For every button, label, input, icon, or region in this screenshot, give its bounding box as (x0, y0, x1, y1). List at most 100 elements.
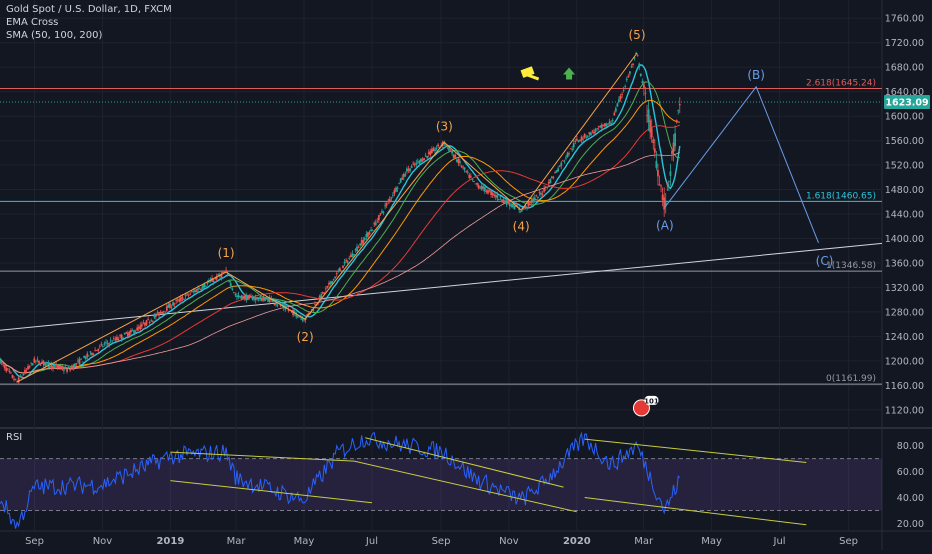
candle-body (73, 363, 76, 367)
y-tick-label: 1240.00 (885, 332, 924, 343)
candle-body (599, 125, 602, 128)
candle-body (340, 270, 343, 272)
candle-body (75, 363, 78, 365)
candle-body (342, 265, 344, 269)
candle-body (558, 165, 561, 167)
candle-body (636, 55, 639, 56)
candle-body (243, 295, 246, 299)
candle-body (24, 370, 26, 373)
candle-body (376, 220, 379, 222)
candle-body (312, 309, 315, 311)
candle-body (268, 297, 271, 303)
candle-body (59, 365, 62, 368)
candle-body (139, 325, 142, 330)
candle-body (524, 205, 527, 209)
last-price-label: 1623.09 (885, 97, 928, 108)
flag-icon (632, 399, 650, 417)
candle-body (607, 123, 609, 125)
candle-body (565, 157, 567, 159)
candle-body (56, 365, 59, 368)
candle-body (164, 311, 167, 313)
candle-body (381, 211, 383, 213)
candle-body (295, 312, 298, 317)
candle-body (335, 273, 338, 275)
candle-body (535, 195, 538, 197)
indicator-ema-cross[interactable]: EMA Cross (6, 17, 59, 28)
impulse-wave-line (16, 52, 638, 383)
candle-body (675, 119, 678, 123)
candle-body (193, 290, 196, 292)
candle-body (404, 174, 407, 176)
candle-body (588, 132, 591, 135)
candle-body (84, 356, 87, 360)
fib-levels: 2.618(1645.24) 1.618(1460.65) 1(1346.58) 0(… (0, 78, 883, 385)
candle-body (337, 271, 340, 272)
ema-slow-line (0, 81, 680, 374)
candle-body (554, 172, 556, 174)
candle-body (494, 195, 497, 197)
candle-body (373, 223, 376, 225)
candle-body (580, 136, 583, 141)
candle-body (508, 202, 511, 207)
candle-body (357, 247, 360, 249)
candle-body (39, 364, 42, 366)
candle-body (30, 362, 33, 364)
candle-body (306, 314, 309, 317)
chart-legend: Gold Spot / U.S. Dollar, 1D, FXCM EMA Cr… (6, 3, 172, 42)
wave-label: (3) (436, 119, 453, 133)
symbol-title: Gold Spot / U.S. Dollar, 1D, FXCM (6, 4, 172, 15)
candle-body (446, 145, 449, 147)
candle-body (83, 356, 86, 358)
candle-body (608, 121, 611, 124)
fib-label: 0(1161.99) (826, 374, 876, 384)
candle-body (77, 360, 79, 362)
candle-body (276, 304, 279, 306)
candle-body (561, 160, 564, 162)
candle-body (669, 171, 672, 176)
candle-body (92, 353, 95, 355)
candle-body (183, 299, 185, 301)
candle-body (568, 153, 570, 155)
candle-body (353, 253, 355, 256)
candle-body (215, 276, 218, 280)
candle-body (114, 339, 117, 341)
candle-body (231, 288, 234, 290)
candle-body (123, 333, 126, 335)
elliott-waves: (1) (2) (3) (4) (5) (A) (B) (C) (16, 28, 833, 383)
candle-body (2, 363, 5, 365)
candle-body (351, 253, 354, 257)
candle-body (382, 212, 385, 213)
candle-body (362, 239, 365, 243)
candle-body (103, 343, 106, 345)
candle-body (374, 222, 377, 226)
candle-body (504, 201, 507, 203)
event-badge (644, 395, 659, 405)
candle-body (466, 171, 469, 173)
candle-body (505, 199, 508, 205)
candle-body (658, 184, 661, 186)
candle-body (575, 138, 578, 141)
candle-body (452, 155, 455, 158)
rsi-channel-line (584, 497, 807, 526)
candle-body (122, 338, 125, 339)
candle-body (479, 187, 482, 189)
candle-body (47, 362, 50, 367)
candle-body (507, 200, 510, 204)
candle-body (66, 368, 68, 372)
candle-body (460, 166, 463, 168)
candle-body (326, 285, 329, 288)
rsi-channel-line (365, 437, 564, 488)
candle-body (10, 372, 12, 374)
candle-body (652, 139, 655, 143)
candle-body (653, 148, 656, 153)
candle-body (591, 130, 594, 132)
candle-body (619, 95, 622, 100)
indicator-sma[interactable]: SMA (50, 100, 200) (6, 30, 103, 41)
candle-body (264, 299, 266, 302)
candle-body (200, 289, 203, 290)
candle-body (251, 297, 254, 301)
last-price-badge (884, 94, 930, 109)
candle-body (624, 85, 627, 87)
